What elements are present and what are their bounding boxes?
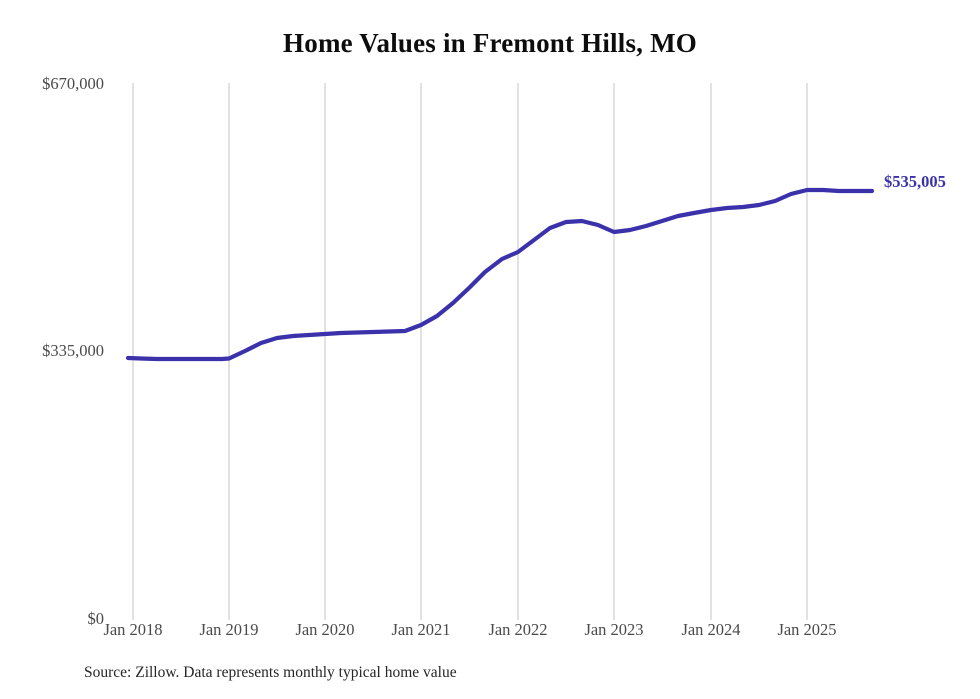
x-axis-tick-label-jan-2024: Jan 2024 [681, 620, 741, 639]
x-axis-tick-label-jan-2018: Jan 2018 [103, 620, 163, 639]
gridlines [132, 83, 808, 620]
home-value-line-series [125, 187, 875, 362]
x-axis-tick-label-jan-2020: Jan 2020 [295, 620, 355, 639]
x-axis-tick-label-jan-2025: Jan 2025 [777, 620, 837, 639]
x-axis-tick-label-jan-2019: Jan 2019 [199, 620, 259, 639]
latest-value-callout: $535,005 [884, 172, 946, 191]
x-axis-tick-label-jan-2023: Jan 2023 [584, 620, 644, 639]
y-axis-tick-label-335000: $335,000 [42, 341, 104, 360]
y-axis-tick-label-0: $0 [87, 609, 105, 628]
x-axis-tick-label-jan-2022: Jan 2022 [488, 620, 548, 639]
source-note: Source: Zillow. Data represents monthly … [84, 664, 457, 681]
chart-title: Home Values in Fremont Hills, MO [283, 28, 697, 58]
x-axis-tick-label-jan-2021: Jan 2021 [391, 620, 451, 639]
y-axis-tick-label-670000: $670,000 [42, 74, 104, 93]
